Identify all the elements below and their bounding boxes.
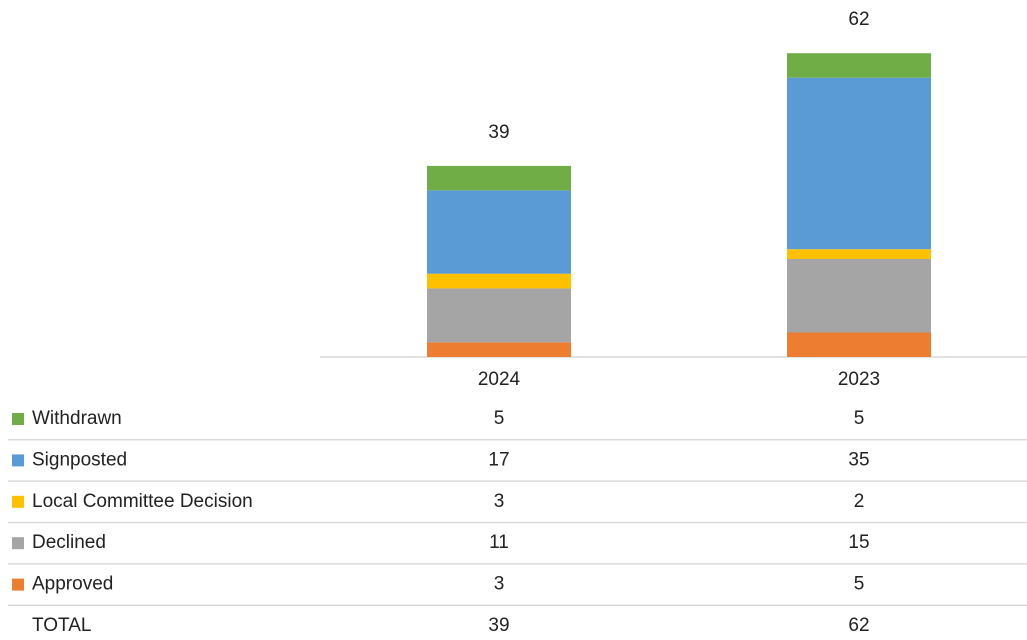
legend-label: Signposted [32, 449, 127, 470]
legend-swatch [12, 413, 24, 425]
bar-segment [427, 190, 571, 274]
legend-swatch [12, 537, 24, 550]
table-value: 5 [854, 574, 865, 595]
total-row-label: TOTAL [32, 615, 91, 636]
bar-segment [427, 165, 571, 191]
bar-segment [427, 273, 571, 289]
legend-swatch [12, 495, 24, 508]
bar-segment [427, 288, 571, 343]
total-label: 39 [488, 122, 509, 143]
table-value: 5 [494, 408, 505, 429]
table-value: 17 [488, 449, 509, 470]
bar-segment [787, 332, 931, 357]
table-value: 35 [848, 449, 869, 470]
bar-segment [787, 53, 931, 78]
table-value: 11 [489, 532, 509, 553]
table-total: 39 [488, 615, 509, 636]
legend-label: Declined [32, 532, 106, 553]
table-value: 2 [854, 491, 865, 512]
bar-segment [787, 77, 931, 250]
bar-segment [787, 259, 931, 333]
table-value: 15 [848, 532, 869, 553]
legend-label: Withdrawn [32, 408, 122, 429]
table-value: 5 [854, 408, 865, 429]
total-label: 62 [848, 9, 869, 30]
bar-segment [427, 342, 571, 357]
legend-label: Approved [32, 574, 113, 595]
bar-segment [787, 249, 931, 259]
table-value: 3 [494, 491, 505, 512]
legend-label: Local Committee Decision [32, 491, 253, 512]
legend-swatch [12, 454, 24, 467]
legend-swatch [12, 578, 24, 591]
table-value: 3 [494, 574, 505, 595]
category-label: 2024 [478, 369, 521, 390]
table-total: 62 [848, 615, 869, 636]
category-label: 2023 [838, 369, 880, 390]
